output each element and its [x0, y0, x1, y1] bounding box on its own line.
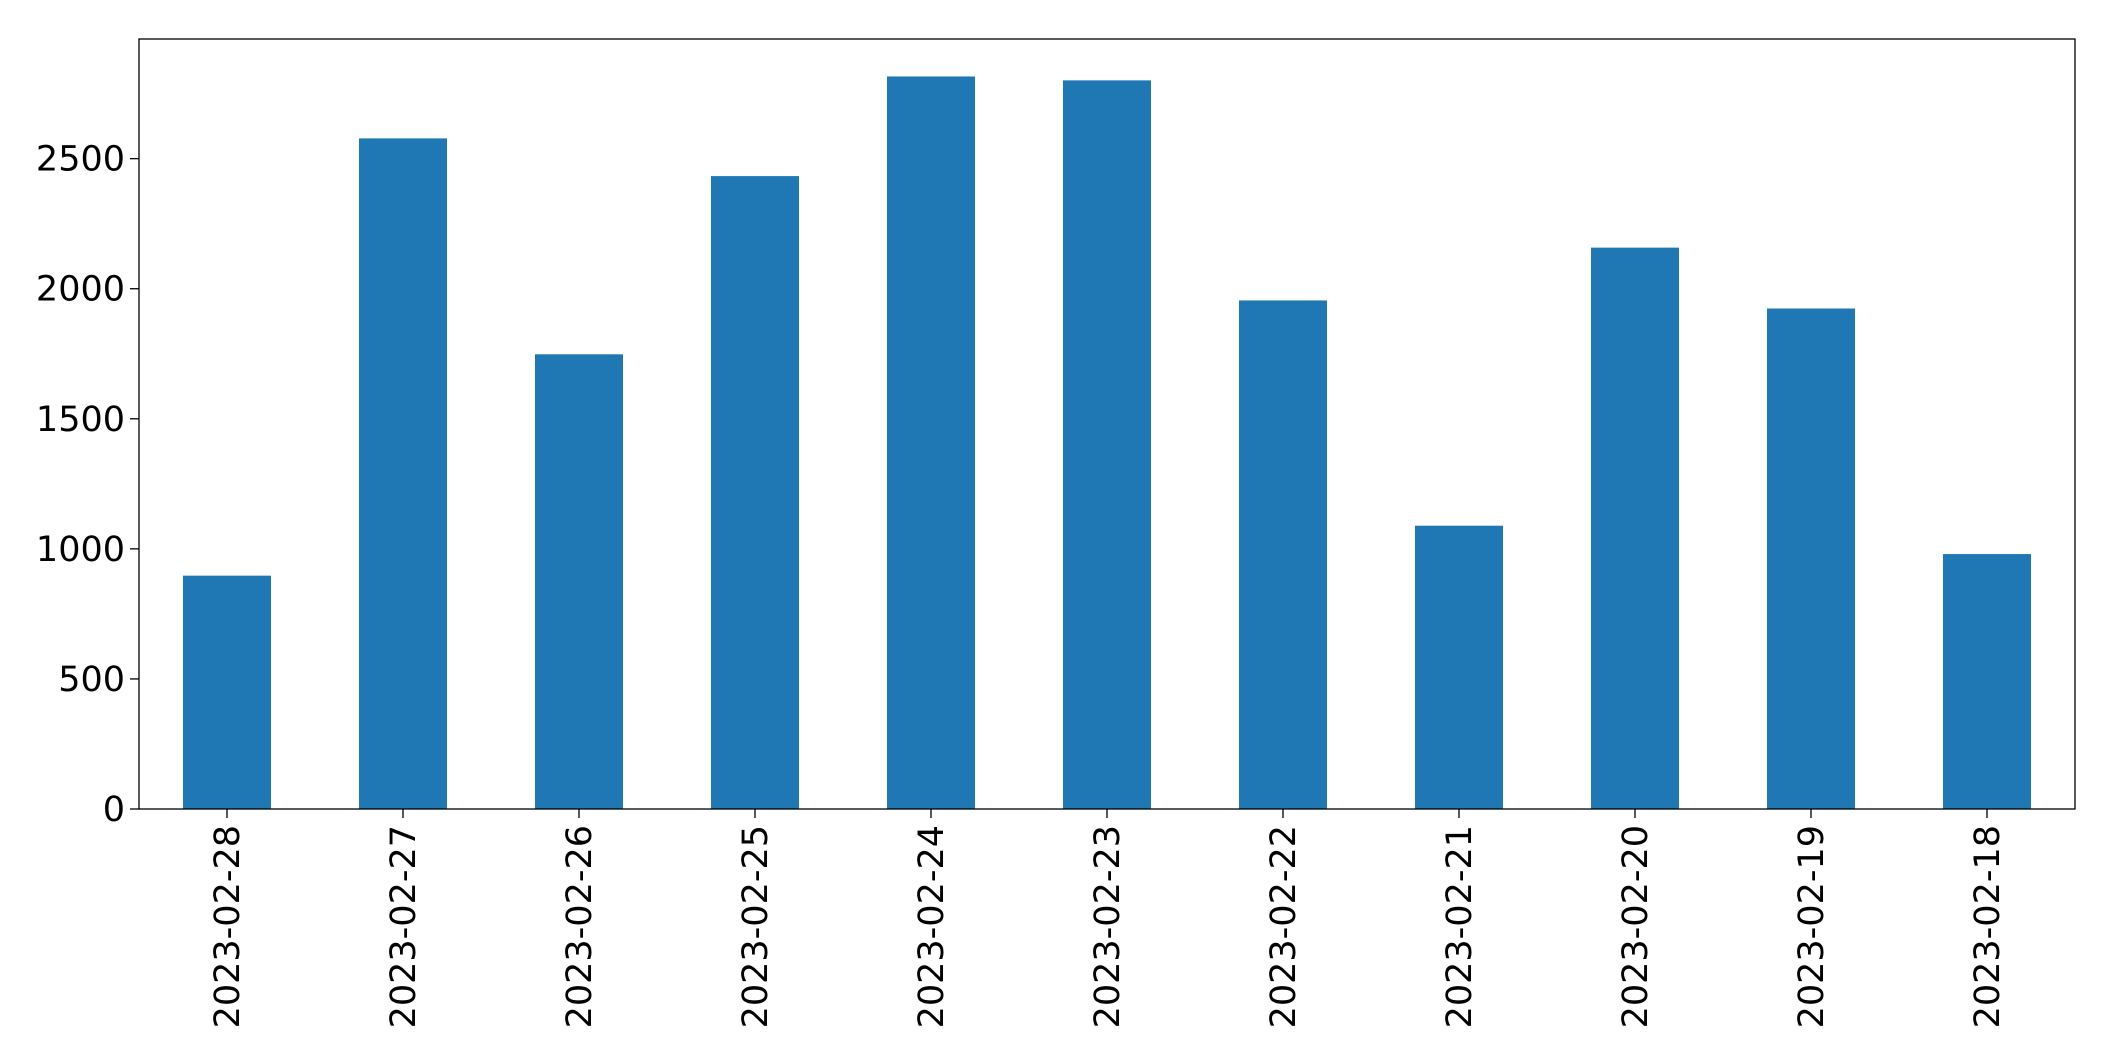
- x-tick-label: 2023-02-24: [912, 825, 952, 1028]
- y-tick-label: 1500: [36, 400, 125, 440]
- bar: [711, 176, 799, 810]
- x-tick-label: 2023-02-28: [208, 825, 248, 1028]
- bar: [1943, 554, 2031, 809]
- x-tick-label: 2023-02-23: [1088, 825, 1128, 1028]
- bar: [1063, 80, 1151, 809]
- x-tick-label: 2023-02-21: [1440, 825, 1480, 1028]
- x-tick-label: 2023-02-22: [1264, 825, 1304, 1028]
- y-tick-label: 2000: [36, 270, 125, 310]
- bar: [1767, 308, 1855, 809]
- x-tick-label: 2023-02-25: [736, 825, 776, 1028]
- bar: [1239, 300, 1327, 809]
- x-tick-label: 2023-02-27: [384, 825, 424, 1028]
- y-tick-label: 2500: [36, 140, 125, 180]
- x-tick-label: 2023-02-19: [1792, 825, 1832, 1028]
- bar: [183, 575, 271, 809]
- bar: [359, 138, 447, 809]
- x-tick-label: 2023-02-18: [1968, 825, 2008, 1028]
- plot-frame: [138, 38, 2076, 810]
- bar: [1415, 525, 1503, 809]
- y-tick-label: 500: [58, 660, 125, 700]
- bar: [887, 76, 975, 809]
- x-tick-label: 2023-02-20: [1616, 825, 1656, 1028]
- x-tick-label: 2023-02-26: [560, 825, 600, 1028]
- bar: [535, 354, 623, 809]
- bar: [1591, 247, 1679, 810]
- y-tick-label: 1000: [36, 530, 125, 570]
- y-tick-label: 0: [103, 790, 125, 830]
